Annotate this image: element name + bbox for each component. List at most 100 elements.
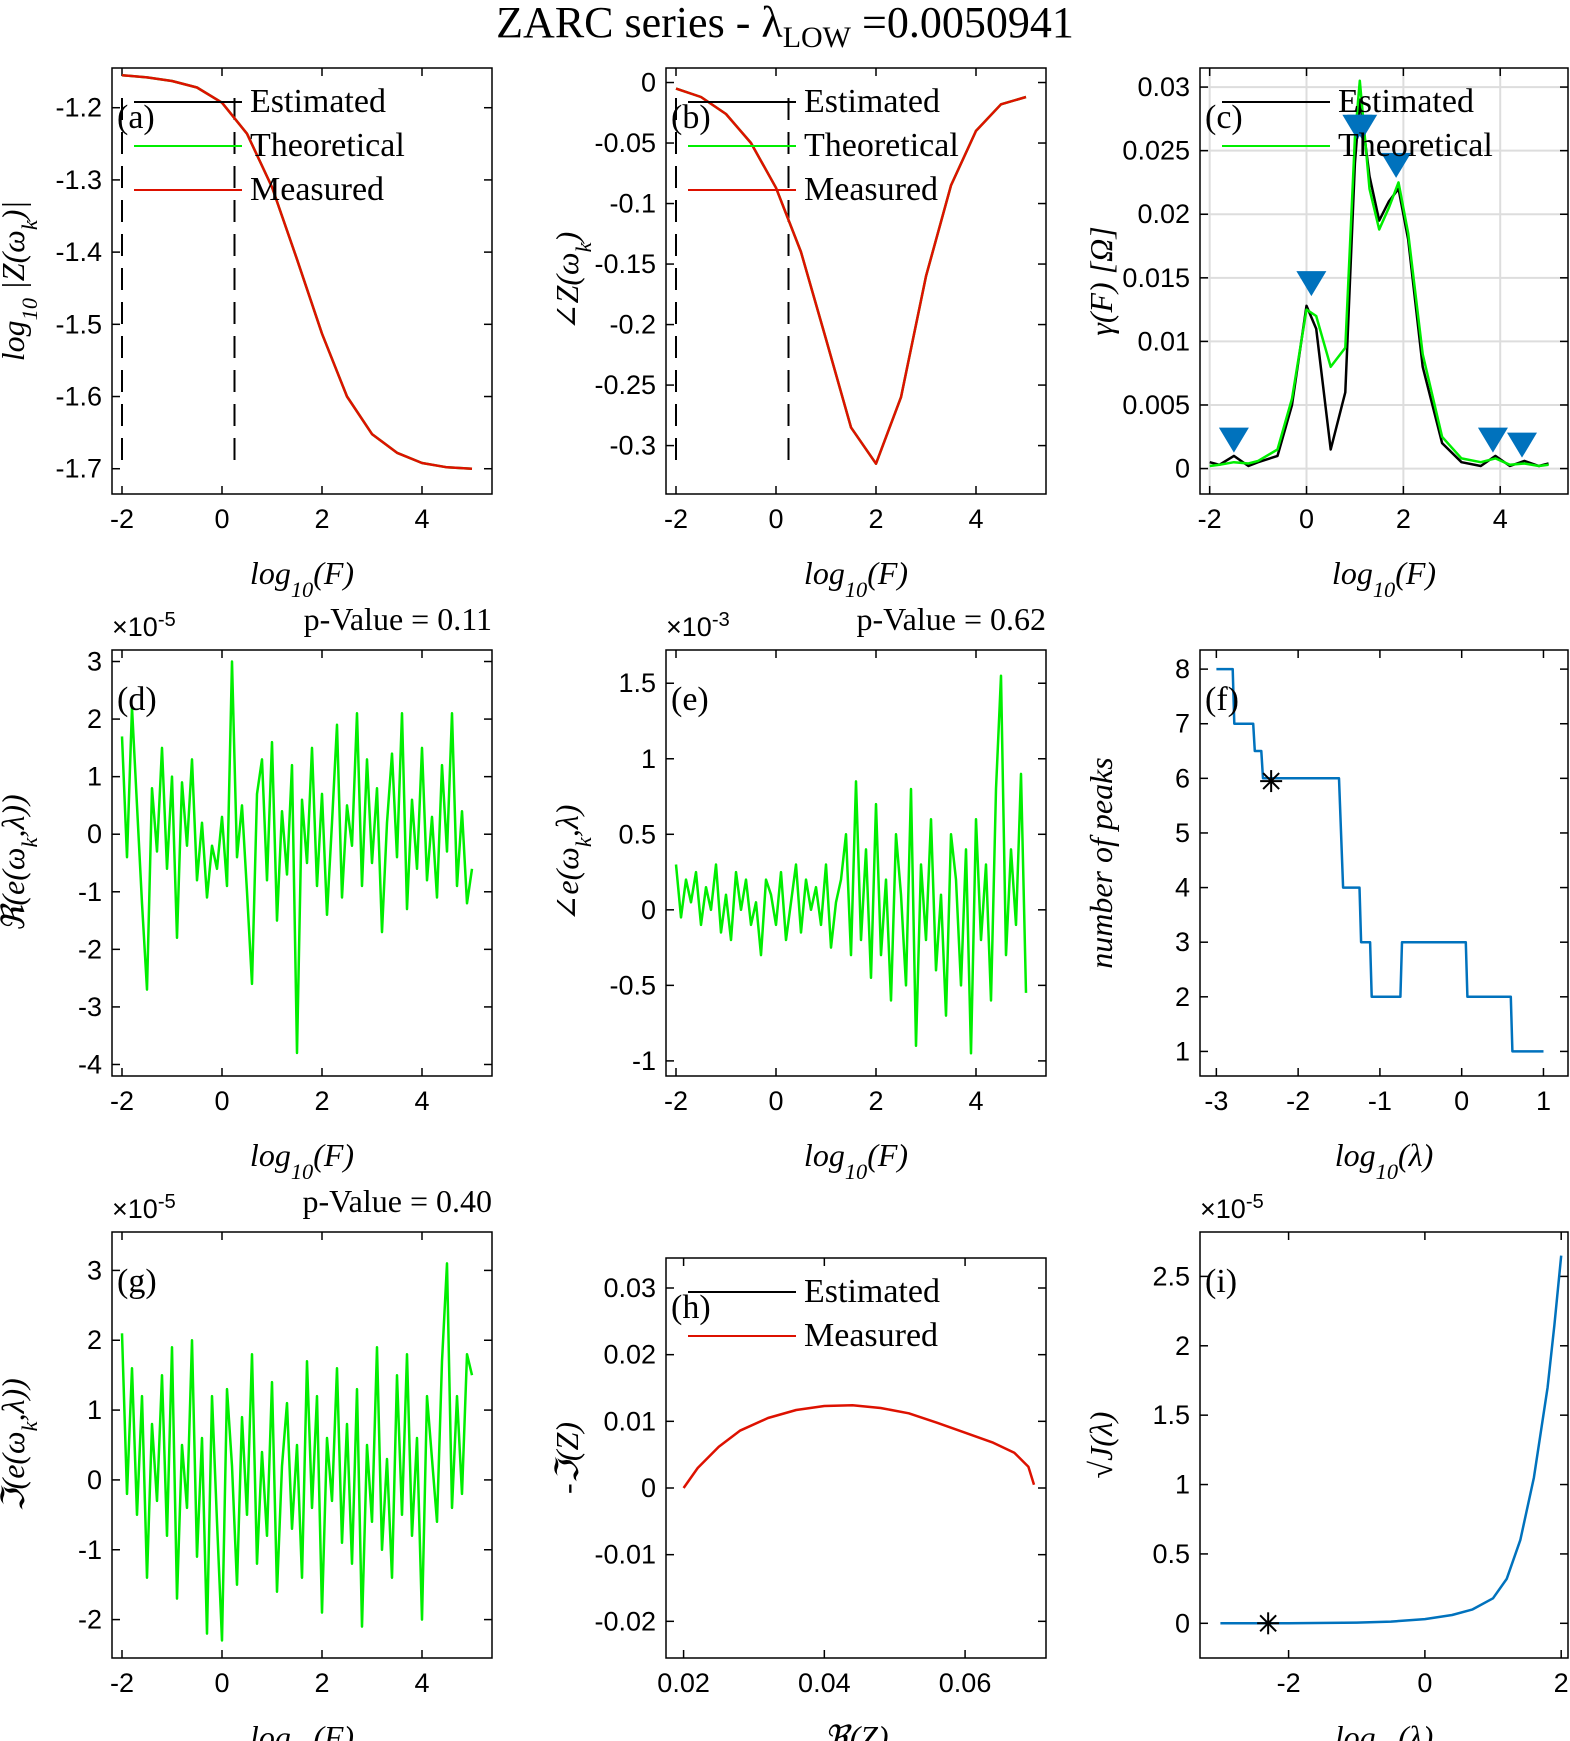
x-tick-label: -2: [110, 1086, 134, 1116]
axes-frame: [665, 649, 1047, 1077]
x-tick-label: 1: [1536, 1086, 1551, 1116]
y-tick-label: -0.02: [594, 1606, 656, 1636]
plot-area: [1200, 1232, 1568, 1658]
y-tick-label: -1.2: [55, 93, 102, 123]
y-axis-label: √J(λ): [1083, 1412, 1119, 1479]
x-tick-label: 0: [1454, 1086, 1469, 1116]
x-tick-label: 0: [1417, 1668, 1432, 1698]
axes-frame: [111, 1231, 493, 1659]
y-tick-label: 2: [87, 1325, 102, 1355]
legend-entry: Estimated: [1338, 83, 1474, 120]
figure-title-suffix: =0.0050941: [851, 0, 1074, 47]
x-tick-label: 0: [1299, 504, 1314, 534]
legend-entry: Estimated: [250, 83, 386, 120]
x-tick-label: 0: [768, 504, 783, 534]
y-tick-label: -0.2: [609, 310, 656, 340]
y-tick-label: -0.15: [594, 249, 656, 279]
plot-area: [112, 68, 492, 494]
panel-label: (e): [671, 681, 709, 718]
x-tick-label: 2: [1554, 1668, 1569, 1698]
y-tick-label: -3: [78, 992, 102, 1022]
x-axis-label: log10(F): [804, 1137, 908, 1184]
legend-entry: Measured: [250, 171, 384, 208]
peak-marker: [1296, 271, 1327, 297]
peak-marker: [1347, 114, 1378, 140]
series-line-measured: [682, 1404, 1036, 1489]
x-tick-label: 0.02: [657, 1668, 710, 1698]
series-line-peaks: [1216, 667, 1544, 1053]
star-marker: [1257, 1612, 1280, 1635]
series-line-measured: [675, 87, 1027, 465]
y-tick-label: 0.03: [603, 1273, 656, 1303]
axes-frame: [1199, 67, 1569, 495]
chart-g: -2 0 2 4 -2 -1 0 1 2 3 (g) log10(F) ℑ(e(ωk,λ)) p-Valu…: [0, 1183, 493, 1741]
chart-f: -3 -2 -1 0 1 1 2 3 4 5 6 7 8 (f) log10(λ) number of pea…: [1083, 649, 1569, 1184]
y-tick-label: -2: [78, 1605, 102, 1635]
chart-b: -2 0 2 4 -0.3 -0.25 -0.2 -0.15 -0.1 -0.05 0 Estimat…: [549, 67, 1047, 602]
panel-label: (c): [1205, 99, 1243, 136]
x-tick-label: 2: [314, 1086, 329, 1116]
y-axis-label: ∠e(ωk,λ): [549, 805, 596, 922]
x-tick-label: 4: [414, 1668, 429, 1698]
legend-entry: Theoretical: [1338, 127, 1493, 164]
y-tick-label: 1.5: [618, 668, 656, 698]
y-tick-label: 0: [87, 819, 102, 849]
y-tick-label: 8: [1175, 654, 1190, 684]
y-tick-label: 0.015: [1122, 263, 1190, 293]
legend-entry: Theoretical: [804, 127, 959, 164]
y-tick-label: 1: [1175, 1470, 1190, 1500]
y-tick-label: -0.5: [609, 970, 656, 1000]
y-tick-label: 1: [87, 1395, 102, 1425]
axes-title: p-Value = 0.11: [304, 601, 492, 637]
x-tick-label: 0: [214, 1086, 229, 1116]
x-axis-label: log10(F): [250, 1137, 354, 1184]
y-tick-label: 0.5: [1152, 1539, 1190, 1569]
y-tick-label: 1: [87, 762, 102, 792]
series-line-e: [674, 674, 1028, 1055]
y-tick-label: 1: [641, 744, 656, 774]
panel-label: (a): [117, 99, 155, 136]
y-tick-label: 3: [1175, 927, 1190, 957]
panel-label: (h): [671, 1289, 711, 1326]
x-tick-label: 2: [868, 1086, 883, 1116]
y-tick-label: 2.5: [1152, 1261, 1190, 1291]
y-tick-label: 0.005: [1122, 390, 1190, 420]
x-tick-label: -2: [1198, 504, 1222, 534]
x-tick-label: -2: [110, 504, 134, 534]
y-tick-label: 0: [87, 1465, 102, 1495]
y-tick-label: -4: [78, 1049, 102, 1079]
y-tick-label: 5: [1175, 818, 1190, 848]
y-tick-label: -2: [78, 934, 102, 964]
y-tick-label: 0.03: [1137, 72, 1190, 102]
x-tick-label: 4: [414, 1086, 429, 1116]
y-tick-label: -1.3: [55, 165, 102, 195]
y-tick-label: 4: [1175, 873, 1190, 903]
legend-entry: Measured: [804, 171, 938, 208]
plot-area: [112, 1232, 492, 1658]
x-tick-label: 4: [968, 1086, 983, 1116]
x-tick-label: 0.06: [939, 1668, 992, 1698]
y-tick-label: 0.01: [603, 1406, 656, 1436]
x-axis-label: ℜ(Z): [823, 1719, 888, 1741]
x-tick-label: 2: [868, 504, 883, 534]
x-tick-label: 0: [214, 504, 229, 534]
y-axis-label: γ(F) [Ω]: [1083, 226, 1119, 336]
y-tick-label: 3: [87, 1255, 102, 1285]
x-axis-label: log10(λ): [1335, 1719, 1433, 1741]
x-tick-label: -2: [1286, 1086, 1310, 1116]
legend-entry: Theoretical: [250, 127, 405, 164]
y-tick-label: -1.4: [55, 237, 102, 267]
x-tick-label: 2: [1396, 504, 1411, 534]
x-axis-label: log10(F): [1332, 555, 1436, 602]
chart-d: -2 0 2 4 -4 -3 -2 -1 0 1 2 3 (d) log10(F) ℜ(e(ωk,λ)) p-…: [0, 601, 493, 1184]
plot-area: [1200, 650, 1568, 1076]
plot-area: [666, 68, 1046, 494]
chart-e: -2 0 2 4 -1 -0.5 0 0.5 1 1.5 (e) log10(F) ∠e(ωk,λ) p-…: [549, 601, 1047, 1184]
y-tick-label: 2: [1175, 982, 1190, 1012]
y-tick-label: 2: [87, 704, 102, 734]
panel-label: (i): [1205, 1263, 1237, 1300]
axes-frame: [111, 67, 493, 495]
x-axis-label: log10(F): [804, 555, 908, 602]
y-tick-label: 3: [87, 647, 102, 677]
